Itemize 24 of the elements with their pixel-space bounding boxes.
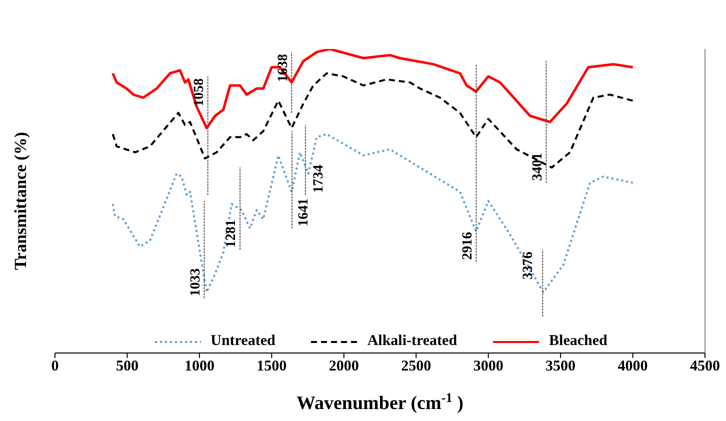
x-tick-label: 4500 <box>690 358 720 375</box>
annotation: 3401 <box>530 152 546 181</box>
annotation: 1734 <box>312 164 327 193</box>
annotation: 2916 <box>460 232 476 260</box>
x-tick-label: 4000 <box>618 358 648 375</box>
annotation: 1033 <box>188 268 204 296</box>
x-tick-label: 3500 <box>546 358 576 375</box>
legend-label: Alkali-treated <box>367 333 458 350</box>
x-tick-label: 0 <box>51 358 59 375</box>
annotation: 3376 <box>520 252 536 280</box>
legend-label: Bleached <box>549 333 608 350</box>
annotation: 1058 <box>192 78 208 106</box>
x-tick-label: 2000 <box>328 358 359 375</box>
x-axis-title: Wavenumber (cm$^{-1}$) <box>296 390 464 414</box>
x-tick-label: 3000 <box>473 358 504 375</box>
x-tick-label: 2500 <box>401 358 432 375</box>
y-axis-title: Transmittance (%) <box>11 132 30 270</box>
x-tick-label: 1000 <box>184 358 214 375</box>
legend-label: Untreated <box>210 333 276 350</box>
annotation: 1281 <box>224 220 240 248</box>
x-tick-label: 500 <box>116 358 138 375</box>
annotation: 1641 <box>296 198 312 226</box>
annotation: 1638 <box>276 54 291 82</box>
x-tick-label: 1500 <box>256 358 287 375</box>
